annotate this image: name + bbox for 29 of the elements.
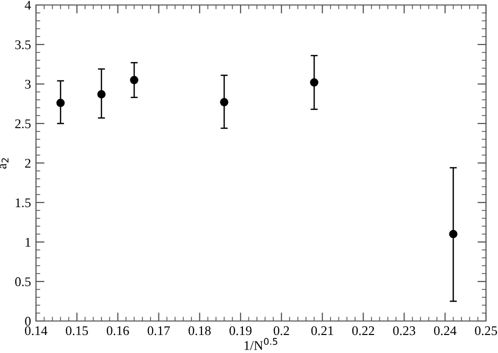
point [220, 98, 228, 106]
x-tick-label: 0.22 [352, 326, 374, 336]
y-tick-label: 1 [26, 238, 30, 247]
x-tick-label: 0.23 [393, 326, 416, 336]
x-tick-label: 0.15 [66, 326, 88, 336]
y-axis-title: a$_{2}$ [0, 158, 8, 169]
y-tick-label: 2 [25, 158, 30, 168]
y-tick-label: 1.5 [16, 198, 31, 208]
x-tick-label: 0.2 [274, 326, 289, 336]
x-tick-label: 0.14 [24, 326, 48, 336]
x-tick-label: 0.24 [434, 326, 456, 336]
point [56, 98, 65, 108]
y-tick-label: 0 [25, 316, 31, 326]
point [97, 90, 106, 98]
y-tick-label: 4 [24, 0, 31, 10]
y-tick-label: 0.5 [15, 277, 31, 286]
x-tick-label: 0.25 [474, 326, 498, 336]
x-tick-label: 0.17 [148, 326, 170, 336]
x-tick-label: 0.18 [188, 326, 211, 336]
y-tick-label: 2.5 [15, 119, 31, 128]
x-tick-label: 0.19 [230, 326, 252, 336]
point [310, 78, 318, 87]
y-tick-label: 3.5 [15, 40, 31, 50]
x-tick-label: 0.21 [311, 326, 334, 336]
y-tick-label: 3 [25, 80, 31, 89]
point [130, 76, 138, 84]
x-axis-title: 1/N$^{0.5}$ [244, 338, 278, 350]
x-tick-label: 0.16 [106, 326, 129, 336]
point [449, 230, 458, 238]
